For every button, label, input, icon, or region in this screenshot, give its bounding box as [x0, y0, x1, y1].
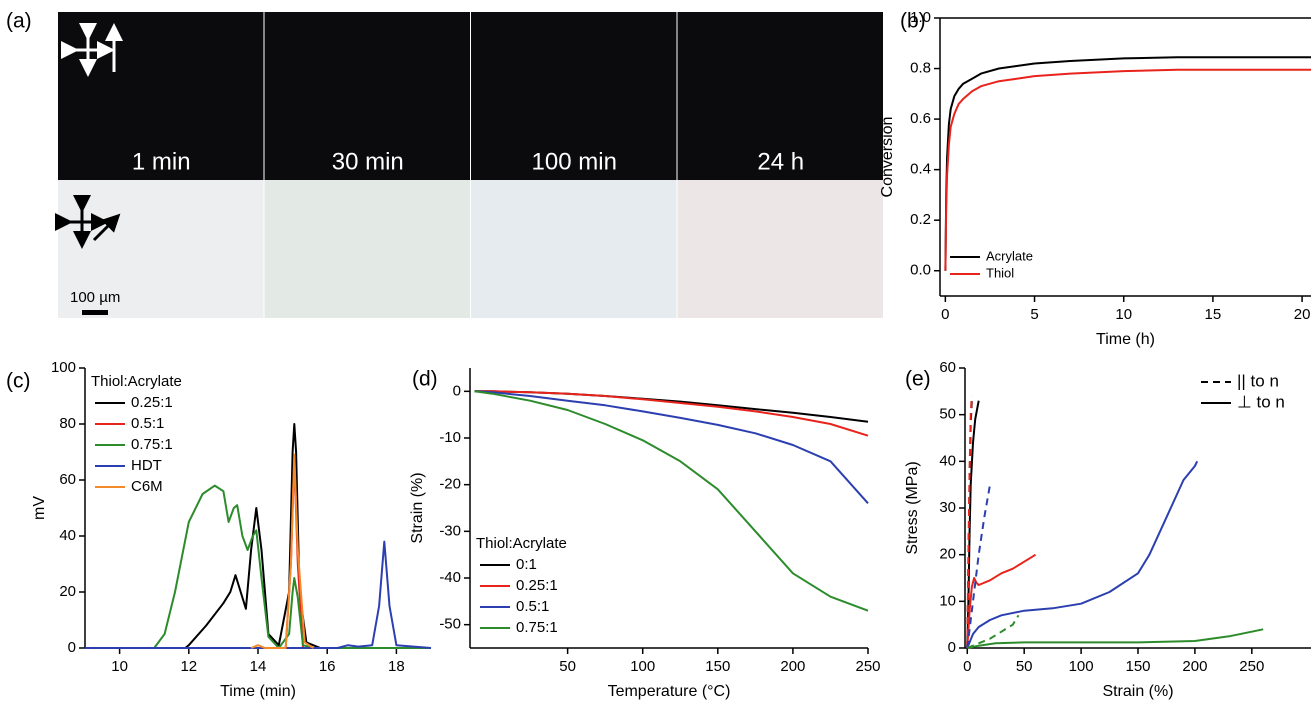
page: (a) 100 µm 1 min 30 min 100 min 24 h 0 5 10 15 2… [0, 0, 1312, 704]
y-tick-label: 50 [939, 406, 956, 423]
time-label: 1 min [132, 148, 191, 175]
legend-title: Thiol:Acrylate [91, 373, 182, 390]
y-tick-label: 40 [939, 452, 956, 469]
y-axis-label: mV [31, 496, 48, 520]
y-tick-label: 0.2 [910, 211, 931, 228]
y-tick-label: -10 [439, 429, 461, 446]
y-tick-label: -20 [439, 476, 461, 493]
x-tick-label: 250 [1239, 658, 1264, 675]
scale-bar-label: 100 µm [70, 289, 120, 306]
x-tick-label: 5 [1030, 306, 1038, 323]
y-tick-label: 0.6 [910, 110, 931, 127]
y-tick-label: 20 [59, 583, 76, 600]
bright-image [471, 180, 677, 318]
x-tick-label: 15 [1205, 306, 1222, 323]
bright-image [678, 180, 884, 318]
x-axis-label: Temperature (°C) [608, 683, 731, 700]
y-tick-label: 0 [68, 639, 76, 656]
y-tick-label: -30 [439, 522, 461, 539]
x-tick-label: 12 [180, 658, 197, 675]
legend-label: || to n [1237, 371, 1279, 390]
panel-label: (d) [412, 368, 438, 391]
y-tick-label: 0 [948, 639, 956, 656]
y-tick-label: 10 [939, 592, 956, 609]
legend-label: 0.5:1 [516, 598, 549, 615]
y-tick-label: 60 [59, 471, 76, 488]
time-label: 24 h [757, 148, 804, 175]
series-line [945, 57, 1311, 271]
series-line [85, 486, 431, 648]
x-tick-label: 10 [111, 658, 128, 675]
x-tick-label: 150 [705, 658, 730, 675]
y-tick-label: 0.4 [910, 161, 931, 178]
legend-label: Thiol [986, 265, 1014, 280]
legend-label: C6M [131, 478, 163, 495]
panel-label: (e) [905, 368, 931, 391]
x-tick-label: 16 [319, 658, 336, 675]
legend-label: ⊥ to n [1237, 392, 1285, 411]
y-axis-label: Stress (MPa) [904, 461, 921, 554]
series-line [967, 461, 1197, 648]
y-tick-label: 0.0 [910, 262, 931, 279]
x-axis-label: Strain (%) [1102, 683, 1173, 700]
legend-label: 0:1 [516, 556, 537, 573]
y-tick-label: -50 [439, 616, 461, 633]
series-line [967, 555, 1035, 648]
bright-image [265, 180, 471, 318]
x-axis-label: Time (h) [1096, 331, 1155, 348]
panel-label: (c) [6, 370, 31, 393]
x-tick-label: 200 [780, 658, 805, 675]
series-line [967, 629, 1263, 648]
x-tick-label: 18 [388, 658, 405, 675]
legend-label: 0.75:1 [516, 619, 558, 636]
x-tick-label: 100 [1069, 658, 1094, 675]
x-tick-label: 250 [855, 658, 880, 675]
y-tick-label: 20 [939, 546, 956, 563]
y-tick-label: 60 [939, 359, 956, 376]
x-tick-label: 0 [963, 658, 971, 675]
legend-label: HDT [131, 457, 162, 474]
time-label: 100 min [532, 148, 617, 175]
legend-label: 0.75:1 [131, 436, 173, 453]
legend-label: 0.5:1 [131, 415, 164, 432]
y-tick-label: 80 [59, 415, 76, 432]
x-tick-label: 100 [630, 658, 655, 675]
series-line [475, 391, 869, 503]
x-tick-label: 50 [1016, 658, 1033, 675]
legend-label: Acrylate [986, 248, 1033, 263]
x-tick-label: 10 [1115, 306, 1132, 323]
y-tick-label: 0 [453, 382, 461, 399]
y-tick-label: 40 [59, 527, 76, 544]
x-tick-label: 200 [1182, 658, 1207, 675]
series-line [85, 542, 431, 648]
y-tick-label: -40 [439, 569, 461, 586]
x-tick-label: 0 [941, 306, 949, 323]
series-line [945, 70, 1311, 271]
panel-label: (a) [6, 10, 32, 33]
panel-label: (b) [900, 10, 926, 33]
x-tick-label: 50 [559, 658, 576, 675]
x-tick-label: 20 [1294, 306, 1311, 323]
series-line [475, 391, 869, 435]
x-tick-label: 14 [250, 658, 267, 675]
y-tick-label: 100 [51, 359, 76, 376]
legend-label: 0.25:1 [516, 577, 558, 594]
legend-title: Thiol:Acrylate [476, 535, 567, 552]
y-axis-label: Conversion [879, 117, 896, 198]
y-tick-label: 0.8 [910, 60, 931, 77]
time-label: 30 min [332, 148, 404, 175]
y-tick-label: 30 [939, 499, 956, 516]
x-axis-label: Time (min) [220, 683, 296, 700]
y-axis-label: Strain (%) [409, 472, 426, 543]
scale-bar [82, 310, 108, 315]
legend-label: 0.25:1 [131, 394, 173, 411]
figure: (a) 100 µm 1 min 30 min 100 min 24 h 0 5 10 15 2… [0, 0, 1312, 704]
x-tick-label: 150 [1125, 658, 1150, 675]
